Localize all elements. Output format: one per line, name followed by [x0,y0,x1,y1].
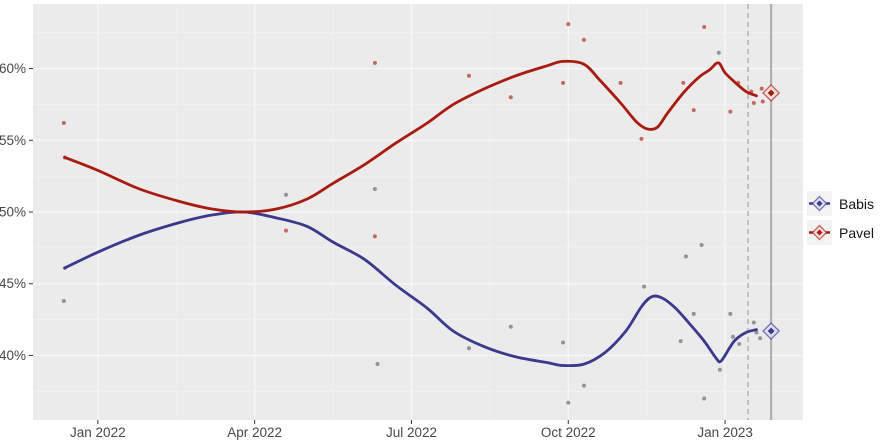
svg-text:50%: 50% [0,205,26,220]
svg-text:Jan 2022: Jan 2022 [70,425,126,440]
legend-item-pavel: Pavel [806,219,874,246]
pavel-diamond-key-icon [807,220,832,245]
babis-diamond-key-icon [807,191,832,216]
svg-text:45%: 45% [0,276,26,291]
legend: Babis Pavel [806,190,874,246]
svg-text:40%: 40% [0,348,26,363]
svg-text:Apr 2022: Apr 2022 [227,425,282,440]
svg-text:Oct 2022: Oct 2022 [541,425,596,440]
legend-label-babis: Babis [839,195,875,212]
svg-text:Jan 2023: Jan 2023 [697,425,753,440]
legend-label-pavel: Pavel [839,224,875,241]
svg-text:Jul 2022: Jul 2022 [386,425,437,440]
svg-text:60%: 60% [0,61,26,76]
svg-text:55%: 55% [0,133,26,148]
legend-item-babis: Babis [806,190,874,217]
